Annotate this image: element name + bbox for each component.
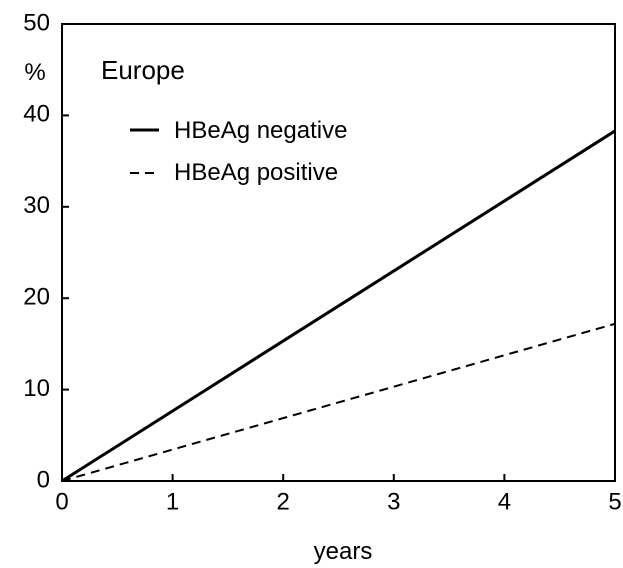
series-layer xyxy=(61,129,616,483)
legend-label-hbeag-positive: HBeAg positive xyxy=(174,159,338,186)
series-line-hbeag-positive xyxy=(61,322,616,482)
x-axis-label: years xyxy=(314,538,373,565)
x-tick-label-2: 2 xyxy=(277,488,290,515)
y-tick-label-10: 10 xyxy=(23,375,50,402)
series-line-hbeag-negative xyxy=(61,129,616,483)
y-tick-label-40: 40 xyxy=(23,101,50,128)
chart-title: Europe xyxy=(101,55,185,85)
x-tick-label-1: 1 xyxy=(166,488,179,515)
x-tick-label-0: 0 xyxy=(55,488,68,515)
y-tick-label-30: 30 xyxy=(23,192,50,219)
plot-frame xyxy=(61,23,616,482)
y-tick-label-50: 50 xyxy=(23,9,50,36)
legend: HBeAg negative HBeAg positive xyxy=(130,117,347,186)
legend-label-hbeag-negative: HBeAg negative xyxy=(174,117,347,144)
x-tick-label-4: 4 xyxy=(498,488,511,515)
y-tick-label-20: 20 xyxy=(23,284,50,311)
y-tick-label-0: 0 xyxy=(37,466,50,493)
y-axis-label: % xyxy=(24,59,45,86)
x-tick-label-3: 3 xyxy=(387,488,400,515)
x-tick-label-5: 5 xyxy=(608,488,621,515)
